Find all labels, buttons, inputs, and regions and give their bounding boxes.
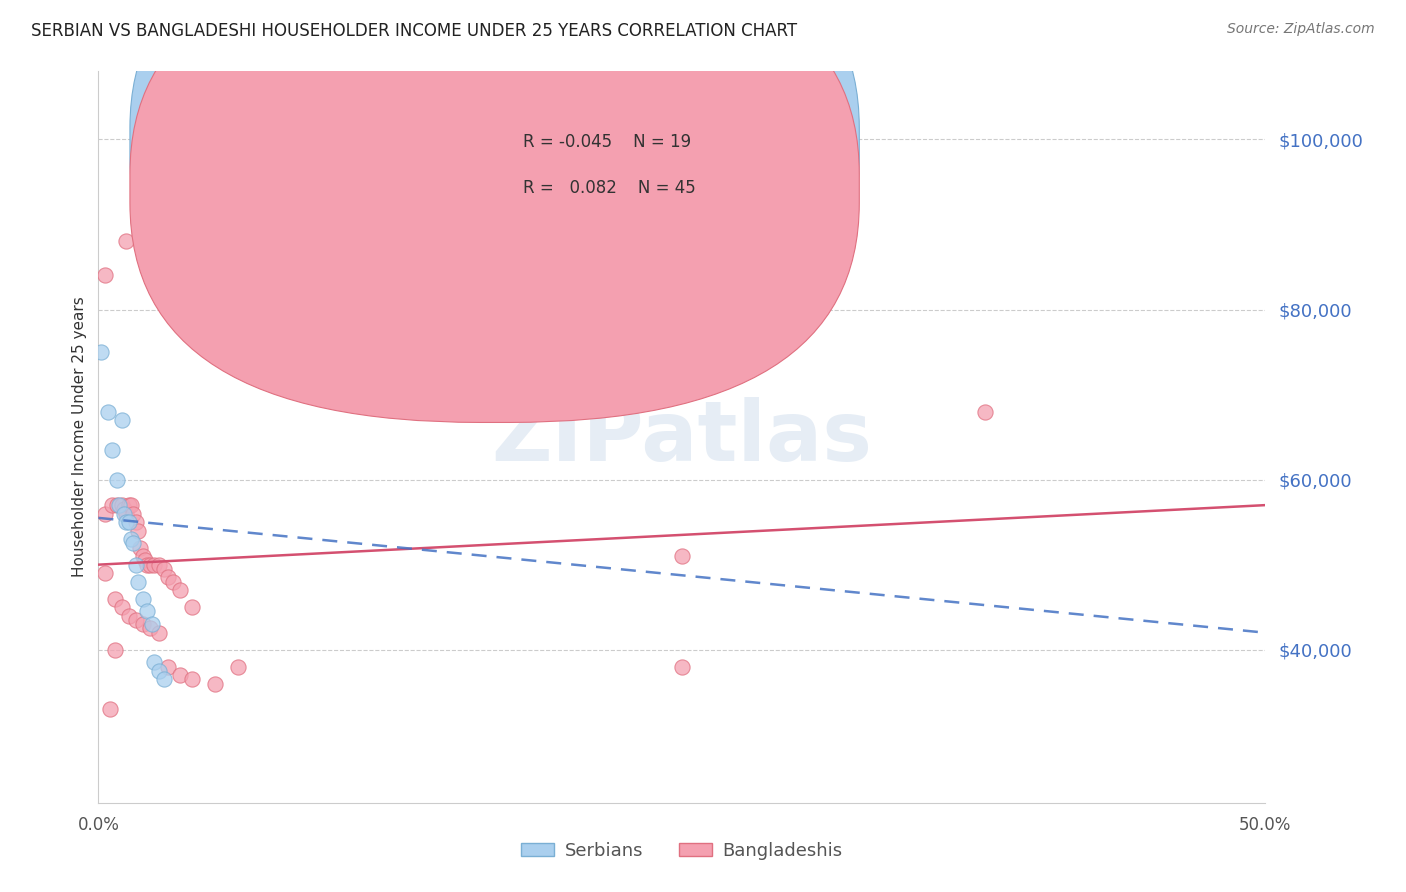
- Point: [112, 507, 135, 521]
- Point: [122, 536, 145, 550]
- Point: [122, 507, 145, 521]
- Point: [180, 673, 202, 687]
- Point: [148, 625, 170, 640]
- Point: [98, 702, 121, 716]
- Point: [152, 562, 174, 576]
- Point: [105, 498, 128, 512]
- Point: [162, 574, 184, 589]
- Point: [104, 591, 127, 606]
- Point: [152, 673, 174, 687]
- Text: Source: ZipAtlas.com: Source: ZipAtlas.com: [1227, 22, 1375, 37]
- Point: [139, 622, 162, 636]
- Point: [118, 515, 141, 529]
- Text: R = -0.045    N = 19: R = -0.045 N = 19: [523, 133, 692, 152]
- Point: [157, 570, 180, 584]
- Point: [101, 498, 124, 512]
- Point: [112, 502, 135, 516]
- Point: [111, 600, 134, 615]
- Point: [118, 498, 141, 512]
- Point: [127, 574, 149, 589]
- Point: [671, 549, 693, 563]
- Point: [115, 235, 138, 249]
- Text: R =   0.082    N = 45: R = 0.082 N = 45: [523, 179, 696, 197]
- Point: [132, 617, 155, 632]
- Point: [120, 532, 142, 546]
- Point: [132, 591, 155, 606]
- Point: [125, 515, 148, 529]
- Point: [157, 659, 180, 673]
- Point: [143, 558, 166, 572]
- Point: [132, 549, 155, 563]
- FancyBboxPatch shape: [454, 112, 763, 240]
- Point: [148, 664, 170, 678]
- FancyBboxPatch shape: [129, 0, 859, 423]
- Point: [125, 613, 148, 627]
- Y-axis label: Householder Income Under 25 years: Householder Income Under 25 years: [72, 297, 87, 577]
- Point: [115, 507, 138, 521]
- Point: [94, 507, 117, 521]
- Point: [148, 558, 170, 572]
- Point: [120, 498, 142, 512]
- Point: [143, 656, 166, 670]
- Point: [228, 659, 250, 673]
- Point: [94, 566, 117, 581]
- FancyBboxPatch shape: [129, 0, 859, 376]
- Point: [180, 600, 202, 615]
- Point: [141, 617, 163, 632]
- Point: [115, 515, 138, 529]
- Point: [101, 442, 124, 457]
- Point: [94, 268, 117, 283]
- Point: [136, 604, 159, 618]
- Point: [125, 558, 148, 572]
- Point: [111, 498, 134, 512]
- Point: [127, 524, 149, 538]
- Point: [97, 404, 120, 418]
- Point: [90, 345, 112, 359]
- Point: [139, 558, 162, 572]
- Point: [105, 473, 128, 487]
- Text: SERBIAN VS BANGLADESHI HOUSEHOLDER INCOME UNDER 25 YEARS CORRELATION CHART: SERBIAN VS BANGLADESHI HOUSEHOLDER INCOM…: [31, 22, 797, 40]
- Point: [118, 608, 141, 623]
- Point: [104, 642, 127, 657]
- Point: [974, 404, 997, 418]
- Point: [169, 583, 191, 598]
- Point: [111, 413, 134, 427]
- Legend: Serbians, Bangladeshis: Serbians, Bangladeshis: [515, 835, 849, 867]
- Point: [136, 558, 159, 572]
- Point: [129, 541, 152, 555]
- Point: [215, 311, 238, 326]
- Text: ZIPatlas: ZIPatlas: [492, 397, 872, 477]
- Point: [108, 498, 131, 512]
- Point: [671, 659, 693, 673]
- Point: [180, 302, 202, 317]
- Point: [204, 677, 226, 691]
- Point: [134, 553, 156, 567]
- Point: [169, 668, 191, 682]
